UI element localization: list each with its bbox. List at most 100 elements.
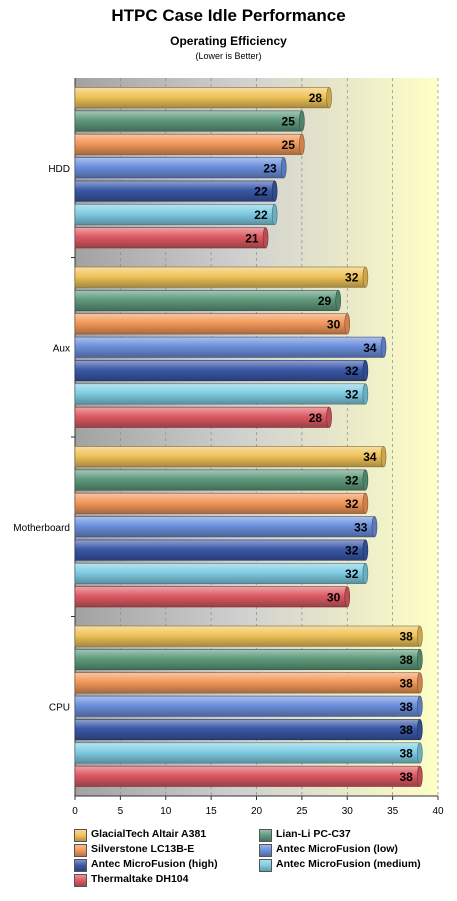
data-label: 38 [399,653,413,667]
bar [74,742,421,764]
legend-label: Lian-Li PC-C37 [276,828,351,840]
bar-cap [280,157,287,179]
bar [74,649,421,671]
data-label: 23 [263,161,277,175]
data-label: 38 [399,676,413,690]
data-label: 32 [345,544,359,558]
bar [74,539,366,561]
x-tick-label: 0 [72,806,78,817]
bar-cap [371,516,378,538]
data-label: 28 [309,91,323,105]
bar-cap [362,492,369,514]
bar-cap [362,539,369,561]
legend-label: Antec MicroFusion (low) [276,843,398,855]
bar-cap [271,180,278,202]
legend-swatch [74,859,87,872]
x-tick-label: 15 [206,806,218,817]
legend-label: GlacialTech Altair A381 [91,828,207,840]
bar [74,87,330,109]
data-label: 32 [345,364,359,378]
bar-cap [262,227,269,249]
bar-cap [417,765,423,787]
chart-subtitle: Operating Efficiency [170,34,287,48]
bar-cap [417,625,423,647]
x-tick-label: 40 [432,806,444,817]
bar-cap [299,133,305,155]
bar-cap [362,266,369,288]
data-label: 38 [399,746,413,760]
bar [74,266,366,288]
legend-label: Thermaltake DH104 [91,873,189,885]
legend-swatch [259,844,272,857]
data-label: 38 [399,723,413,737]
bar [74,469,366,491]
data-label: 29 [318,294,332,308]
bar [74,765,421,787]
data-label: 38 [399,770,413,784]
data-label: 34 [363,450,377,464]
bar [74,290,339,312]
bar [74,516,375,538]
bar-cap [326,87,332,109]
data-label: 30 [327,590,341,604]
bar [74,360,366,382]
bar-cap [344,586,351,608]
x-tick-label: 10 [160,806,172,817]
chart-note: (Lower is Better) [195,51,262,61]
bar [74,336,384,358]
data-label: 38 [399,700,413,714]
data-label: 25 [282,115,296,129]
x-tick-label: 35 [387,806,399,817]
legend-label: Silverstone LC13B-E [91,843,195,855]
bar-cap [335,290,341,312]
category-label: HDD [48,164,70,175]
data-label: 22 [254,208,268,222]
data-label: 38 [399,630,413,644]
data-label: 28 [309,411,323,425]
legend-label: Antec MicroFusion (medium) [276,858,421,870]
bar [74,492,366,514]
bar [74,719,421,741]
data-label: 30 [327,317,341,331]
bar-cap [417,672,423,694]
bar [74,446,384,468]
bar-cap [326,406,332,428]
bar-cap [362,562,369,584]
bar-cap [417,742,423,764]
x-tick-label: 25 [296,806,308,817]
bar [74,562,366,584]
bar [74,586,348,608]
bar-cap [380,446,387,468]
legend-swatch [74,874,87,887]
bar [74,406,330,428]
bar-cap [380,336,387,358]
bar [74,313,348,335]
bar-cap [362,469,369,491]
x-tick-label: 20 [251,806,263,817]
bar [74,695,421,717]
category-label: Motherboard [13,523,70,534]
bar [74,625,421,647]
data-label: 21 [245,231,259,245]
bar-cap [417,649,423,671]
data-label: 32 [345,497,359,511]
data-label: 32 [345,271,359,285]
data-label: 32 [345,474,359,488]
bar [74,203,275,225]
bar [74,227,266,249]
legend-swatch [259,859,272,872]
bar [74,672,421,694]
bar-cap [362,383,369,405]
bar [74,110,303,132]
bar-cap [344,313,351,335]
bar [74,180,275,202]
bar [74,157,285,179]
category-label: CPU [49,702,70,713]
category-label: Aux [53,343,70,354]
legend-swatch [74,829,87,842]
x-tick-label: 5 [118,806,124,817]
data-label: 32 [345,567,359,581]
bar-cap [362,360,369,382]
